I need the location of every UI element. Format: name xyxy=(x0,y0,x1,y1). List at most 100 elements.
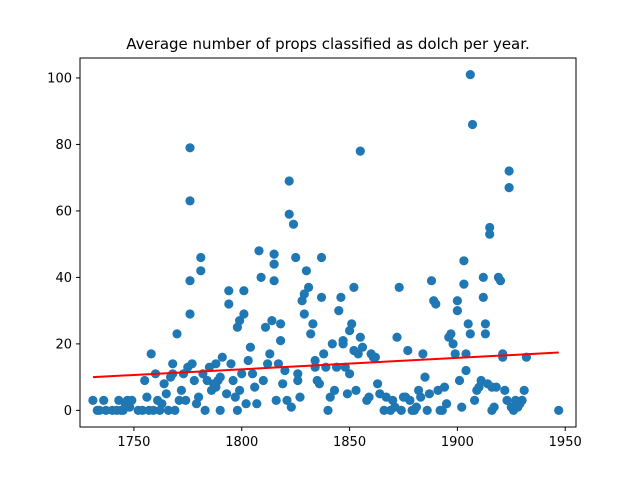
y-tick-label: 60 xyxy=(55,204,72,219)
data-point xyxy=(252,399,262,409)
data-point xyxy=(217,352,227,362)
data-point xyxy=(439,382,450,392)
data-point xyxy=(470,395,480,405)
data-point xyxy=(392,332,402,342)
x-tick-label: 1950 xyxy=(549,435,582,450)
data-point xyxy=(304,282,314,292)
data-point xyxy=(336,292,346,302)
data-point xyxy=(310,362,320,372)
data-point xyxy=(181,395,191,405)
data-point xyxy=(345,369,355,379)
data-point xyxy=(454,375,465,386)
data-point xyxy=(237,369,247,379)
data-point xyxy=(187,359,197,369)
data-point xyxy=(243,355,253,366)
data-point xyxy=(282,395,292,405)
data-point xyxy=(489,402,499,412)
data-point xyxy=(459,256,469,266)
data-point xyxy=(437,405,447,415)
data-point xyxy=(260,322,271,332)
data-point xyxy=(284,176,294,186)
data-point xyxy=(349,282,359,292)
data-point xyxy=(230,392,240,402)
data-point xyxy=(291,252,301,263)
data-point xyxy=(301,266,311,276)
data-point xyxy=(379,405,389,415)
data-point xyxy=(185,196,195,206)
data-point xyxy=(364,392,374,402)
data-point xyxy=(267,316,277,326)
data-point xyxy=(288,219,299,229)
data-point xyxy=(280,365,290,376)
data-point xyxy=(286,402,296,412)
data-point xyxy=(269,276,279,286)
data-point xyxy=(269,249,279,259)
data-point xyxy=(176,385,186,395)
data-point xyxy=(228,375,238,386)
data-point xyxy=(140,375,150,386)
data-point xyxy=(422,405,432,415)
data-point xyxy=(224,299,234,309)
data-point xyxy=(127,395,137,405)
data-point xyxy=(99,395,109,405)
x-tick-label: 1900 xyxy=(441,435,474,450)
data-point xyxy=(347,319,357,329)
data-point xyxy=(485,229,495,239)
data-point xyxy=(478,292,488,302)
data-point xyxy=(554,405,564,415)
data-point xyxy=(431,299,441,309)
data-point xyxy=(254,246,264,256)
data-point xyxy=(452,306,462,316)
x-tick-label: 1850 xyxy=(333,435,366,450)
data-point xyxy=(323,405,333,415)
data-point xyxy=(461,349,471,359)
data-point xyxy=(222,389,232,399)
data-point xyxy=(245,342,255,352)
data-point xyxy=(338,339,348,349)
data-point xyxy=(504,166,514,176)
data-point xyxy=(308,319,318,329)
data-point xyxy=(450,349,460,359)
data-point xyxy=(276,319,286,329)
data-point xyxy=(325,392,335,402)
data-point xyxy=(426,276,437,286)
data-point xyxy=(284,209,294,219)
data-point xyxy=(334,306,344,316)
data-point xyxy=(396,405,406,415)
data-point xyxy=(329,385,340,395)
data-point xyxy=(420,372,430,382)
data-point xyxy=(293,375,303,386)
data-point xyxy=(235,316,245,326)
y-axis: 0 20 40 60 80 100 xyxy=(47,71,80,419)
data-point xyxy=(319,349,329,359)
data-point xyxy=(170,405,180,415)
data-point xyxy=(327,339,337,349)
data-point xyxy=(142,392,152,402)
data-point xyxy=(370,352,380,362)
data-point xyxy=(273,359,283,369)
data-point xyxy=(269,259,279,269)
data-point xyxy=(498,349,508,359)
data-point xyxy=(159,379,169,389)
data-point xyxy=(485,222,495,233)
data-point xyxy=(357,342,368,352)
data-point xyxy=(495,276,506,286)
data-point xyxy=(295,392,305,402)
data-point xyxy=(442,399,452,409)
data-point xyxy=(172,329,182,339)
plot-frame xyxy=(79,57,577,428)
data-point xyxy=(480,319,490,329)
data-point xyxy=(241,399,251,409)
data-point xyxy=(299,309,309,319)
data-point xyxy=(174,395,184,405)
y-tick-label: 100 xyxy=(47,71,72,86)
data-point xyxy=(235,385,245,395)
data-point xyxy=(258,375,268,386)
x-axis: 1750 1800 1850 1900 1950 xyxy=(117,427,582,450)
data-point xyxy=(226,359,236,369)
data-point xyxy=(353,349,363,359)
data-point xyxy=(271,395,281,405)
data-point xyxy=(517,395,527,405)
data-point xyxy=(161,389,171,399)
data-point xyxy=(263,359,273,369)
